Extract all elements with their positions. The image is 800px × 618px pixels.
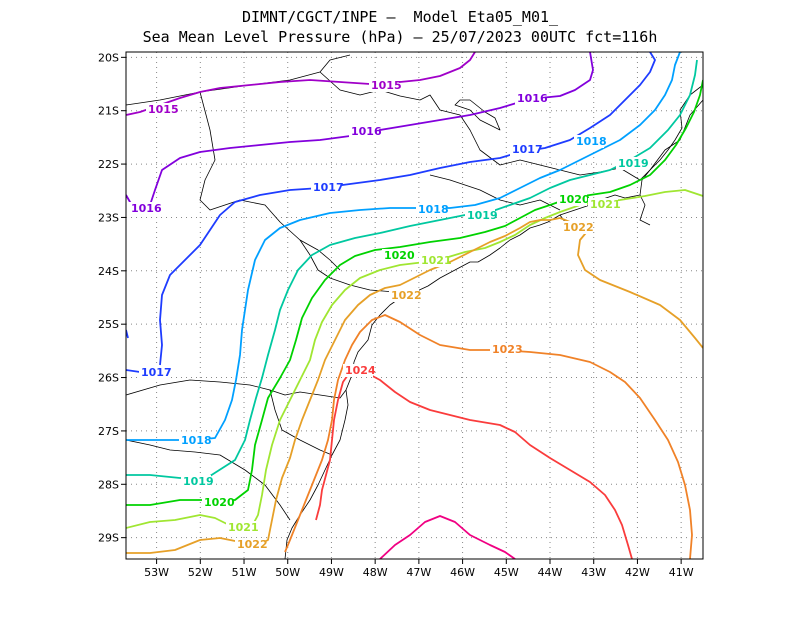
state-border-4 [429,174,561,211]
isobar-1022 [126,217,703,554]
contour-label: 1022 [237,538,268,551]
contour-label: 1015 [148,103,179,116]
contour-label: 1019 [618,157,649,170]
contour-label: 1018 [418,203,449,216]
x-tick-label: 45W [494,566,519,579]
contour-label: 1021 [421,254,452,267]
x-axis-ticks: 53W 52W 51W 50W 49W 48W 47W 46W 45W 44W 43W 42W 41W [144,559,694,579]
contour-label: 1019 [183,475,214,488]
state-border-8 [269,389,333,456]
isobar-1020 [126,79,703,506]
contour-label: 1021 [590,198,621,211]
contour-label: 1020 [559,193,590,206]
y-tick-label: 27S [98,425,119,438]
contour-label: 1021 [228,521,259,534]
grid-lines [126,52,703,559]
contour-label: 1020 [384,249,415,262]
y-tick-label: 29S [98,532,119,545]
x-tick-label: 50W [275,566,300,579]
contour-label: 1023 [492,343,523,356]
plot-frame [125,51,704,560]
isobar-1015 [126,52,476,116]
contour-label: 1022 [563,221,594,234]
x-tick-label: 52W [188,566,213,579]
contour-label: 1017 [313,181,344,194]
contour-label: 1018 [576,135,607,148]
contour-label: 1020 [204,496,235,509]
x-tick-label: 43W [581,566,606,579]
isobar-1025 [379,515,516,559]
x-tick-label: 53W [144,566,169,579]
isobar-1017 [159,52,656,366]
state-border-9 [639,99,703,181]
y-tick-label: 26S [98,372,119,385]
x-tick-label: 42W [625,566,650,579]
contour-label: 1017 [512,143,543,156]
contour-label: 1018 [181,434,212,447]
state-border-7 [126,439,291,521]
y-tick-label: 25S [98,318,119,331]
y-tick-label: 24S [98,265,119,278]
y-axis-ticks: 20S 21S 22S 23S 24S 25S 26S 27S 28S 29S [98,51,126,545]
lake-system [454,99,501,131]
y-tick-label: 22S [98,158,119,171]
x-tick-label: 49W [319,566,344,579]
isobar-1023 [284,314,693,559]
isobar-1018 [126,52,681,441]
state-border-10 [639,194,651,226]
contour-label: 1015 [371,79,402,92]
contour-labels: 1015 1015 1016 1016 1016 1017 1017 1017 … [129,79,649,551]
y-tick-label: 28S [98,478,119,491]
contour-label: 1016 [517,92,548,105]
x-tick-label: 51W [232,566,257,579]
x-tick-label: 41W [669,566,694,579]
chart-title-line2: Sea Mean Level Pressure (hPa) – 25/07/20… [142,28,658,46]
contour-label: 1022 [391,289,422,302]
contour-label: 1024 [345,364,376,377]
x-tick-label: 46W [450,566,475,579]
y-tick-label: 23S [98,211,119,224]
x-tick-label: 47W [406,566,431,579]
contour-label: 1016 [131,202,162,215]
contour-label: 1016 [351,125,382,138]
x-tick-label: 44W [538,566,563,579]
isobar-1016a [149,52,594,206]
contour-label: 1017 [141,366,172,379]
x-tick-label: 48W [363,566,388,579]
isobar-1019 [126,59,698,479]
y-tick-label: 21S [98,105,119,118]
contour-label: 1019 [467,209,498,222]
chart-title-line1: DIMNT/CGCT/INPE – Model Eta05_M01_ [241,8,559,26]
y-tick-label: 20S [98,51,119,64]
isobar-1024 [315,371,633,559]
